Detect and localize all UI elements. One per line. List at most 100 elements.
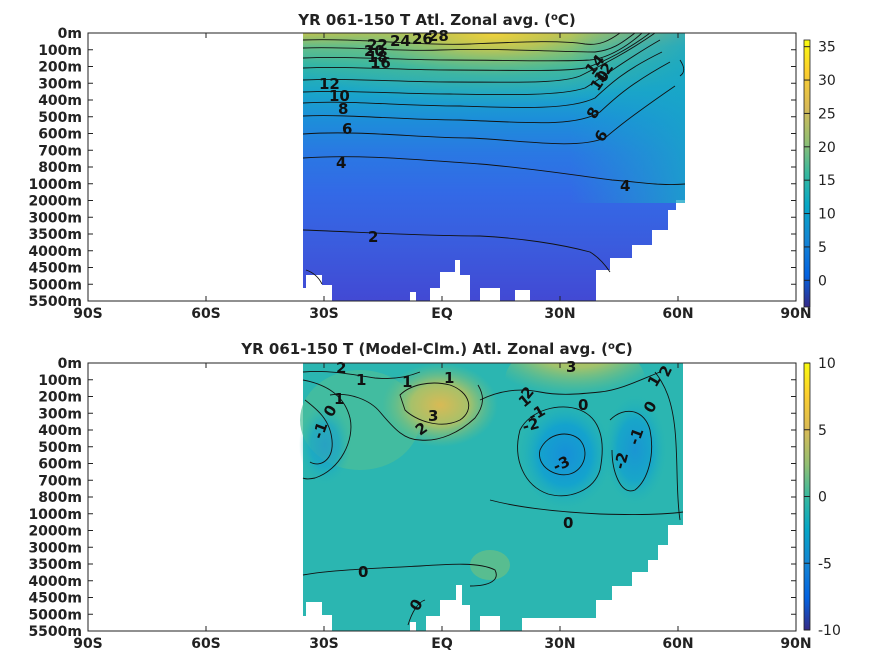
y-tick-label: 800m [38, 490, 82, 506]
contour-label: 0 [358, 563, 368, 581]
contour-label: -2 [520, 414, 541, 436]
y-tick-label: 500m [38, 440, 82, 456]
contour-label: 2 [336, 359, 346, 377]
contour-label: 3 [428, 407, 438, 425]
x-tick-label: 90S [73, 636, 103, 652]
y-tick-label: 100m [38, 373, 82, 389]
contour-label: 0 [578, 396, 588, 414]
x-tick-label: 60N [662, 636, 693, 652]
y-tick-label: 2000m [28, 524, 82, 540]
contour-label: 0 [563, 514, 573, 532]
x-tick-label: 30S [309, 636, 339, 652]
colorbar-tick-label: -5 [818, 556, 832, 572]
y-tick-label: 600m [38, 127, 82, 143]
colorbar-tick-label: 10 [818, 356, 836, 372]
y-tick-label: 1000m [28, 177, 82, 193]
x-tick-label: 90S [73, 306, 103, 322]
colorbar-tick-label: 20 [818, 140, 836, 156]
contour-label: 12 [319, 75, 340, 93]
x-tick-label: EQ [431, 636, 453, 652]
colorbar-tick-label: 5 [818, 423, 827, 439]
y-tick-label: 2000m [28, 194, 82, 210]
x-tick-label: 60S [191, 306, 221, 322]
contour-label: -3 [550, 452, 573, 475]
colorbar-top [803, 39, 811, 308]
y-tick-label: 600m [38, 457, 82, 473]
panel-top: YR 061-150 T Atl. Zonal avg. (oC) 28 26 … [28, 11, 835, 322]
contour-labels-bottom: 2 1 1 1 1 0 -1 3 2 3 2 1 -1 -2 0 -3 1 0 … [309, 358, 676, 614]
colorbar-tick-label: 15 [818, 173, 836, 189]
contour-label: 26 [412, 30, 433, 48]
y-tick-label: 1000m [28, 507, 82, 523]
contour-label: 1 [444, 369, 454, 387]
y-tick-label: 100m [38, 43, 82, 59]
y-tick-label: 200m [38, 60, 82, 76]
contour-label: 8 [338, 100, 348, 118]
x-tick-label: EQ [431, 306, 453, 322]
y-tick-label: 3000m [28, 540, 82, 556]
contour-label: 18 [367, 48, 388, 66]
colorbar-ticks-top: 35 30 25 20 15 10 5 0 [804, 40, 836, 289]
y-tick-label: 5500m [28, 294, 82, 310]
y-tick-label: 400m [38, 423, 82, 439]
contour-label: 4 [620, 177, 630, 195]
contour-label: 2 [368, 228, 378, 246]
contour-label: 24 [390, 32, 411, 50]
y-tick-label: 3000m [28, 210, 82, 226]
y-tick-label: 3500m [28, 227, 82, 243]
y-tick-label: 4000m [28, 574, 82, 590]
contour-label: 4 [336, 154, 346, 172]
y-tick-label: 700m [38, 143, 82, 159]
x-tick-label: 90N [780, 636, 811, 652]
y-tick-label: 3500m [28, 557, 82, 573]
contour-label: 10 [329, 87, 350, 105]
contour-label: 20 [364, 42, 385, 60]
colorbar-tick-label: 35 [818, 40, 836, 56]
x-tick-label: 30S [309, 306, 339, 322]
y-tick-label: 300m [38, 76, 82, 92]
y-tick-label: 500m [38, 110, 82, 126]
panel-top-title: YR 061-150 T Atl. Zonal avg. (oC) [297, 11, 576, 29]
contour-label: 1 [356, 371, 366, 389]
colorbar-tick-label: 25 [818, 106, 836, 122]
y-tick-label: 400m [38, 93, 82, 109]
y-tick-label: 5500m [28, 624, 82, 640]
contour-label: 1 [334, 390, 344, 408]
y-tick-label: 200m [38, 390, 82, 406]
x-tick-label: 90N [780, 306, 811, 322]
y-tick-label: 5000m [28, 607, 82, 623]
contour-label: 3 [566, 358, 576, 376]
contour-label: -1 [525, 402, 548, 426]
y-tick-label: 4500m [28, 591, 82, 607]
contour-label: 22 [367, 36, 388, 54]
colorbar-tick-label: 5 [818, 240, 827, 256]
y-tick-label: 0m [58, 26, 82, 42]
contour-label: 16 [370, 54, 391, 72]
difference-field [299, 363, 684, 631]
colorbar-tick-label: 30 [818, 73, 836, 89]
colorbar-tick-label: 10 [818, 207, 836, 223]
contour-label: -2 [610, 450, 632, 471]
contour-label: -1 [625, 426, 648, 448]
contour-label: 1 [402, 373, 412, 391]
y-tick-label: 800m [38, 160, 82, 176]
temperature-field [302, 33, 686, 301]
y-tick-label: 300m [38, 406, 82, 422]
colorbar-ticks-bottom: 10 5 0 -5 -10 [804, 356, 841, 639]
x-tick-label: 30N [544, 306, 575, 322]
colorbar-tick-label: 0 [818, 490, 827, 506]
x-tick-label: 60N [662, 306, 693, 322]
contour-label: 6 [342, 120, 352, 138]
contour-label: -1 [309, 420, 332, 442]
y-tick-label: 700m [38, 473, 82, 489]
x-tick-label: 60S [191, 636, 221, 652]
axis-ticks-bottom: 90S 60S 30S EQ 30N 60N 90N0m100m200m300m400m50… [28, 356, 811, 652]
y-tick-label: 4000m [28, 244, 82, 260]
y-tick-label: 0m [58, 356, 82, 372]
colorbar-tick-label: -10 [818, 623, 841, 639]
panel-bottom-title: YR 061-150 T (Model-Clm.) Atl. Zonal avg… [240, 340, 632, 358]
y-tick-label: 4500m [28, 261, 82, 277]
axis-ticks-top: 90S 60S 30S EQ 30N 60N 90N0m100m200m300m400m50… [28, 26, 811, 322]
y-tick-label: 5000m [28, 277, 82, 293]
